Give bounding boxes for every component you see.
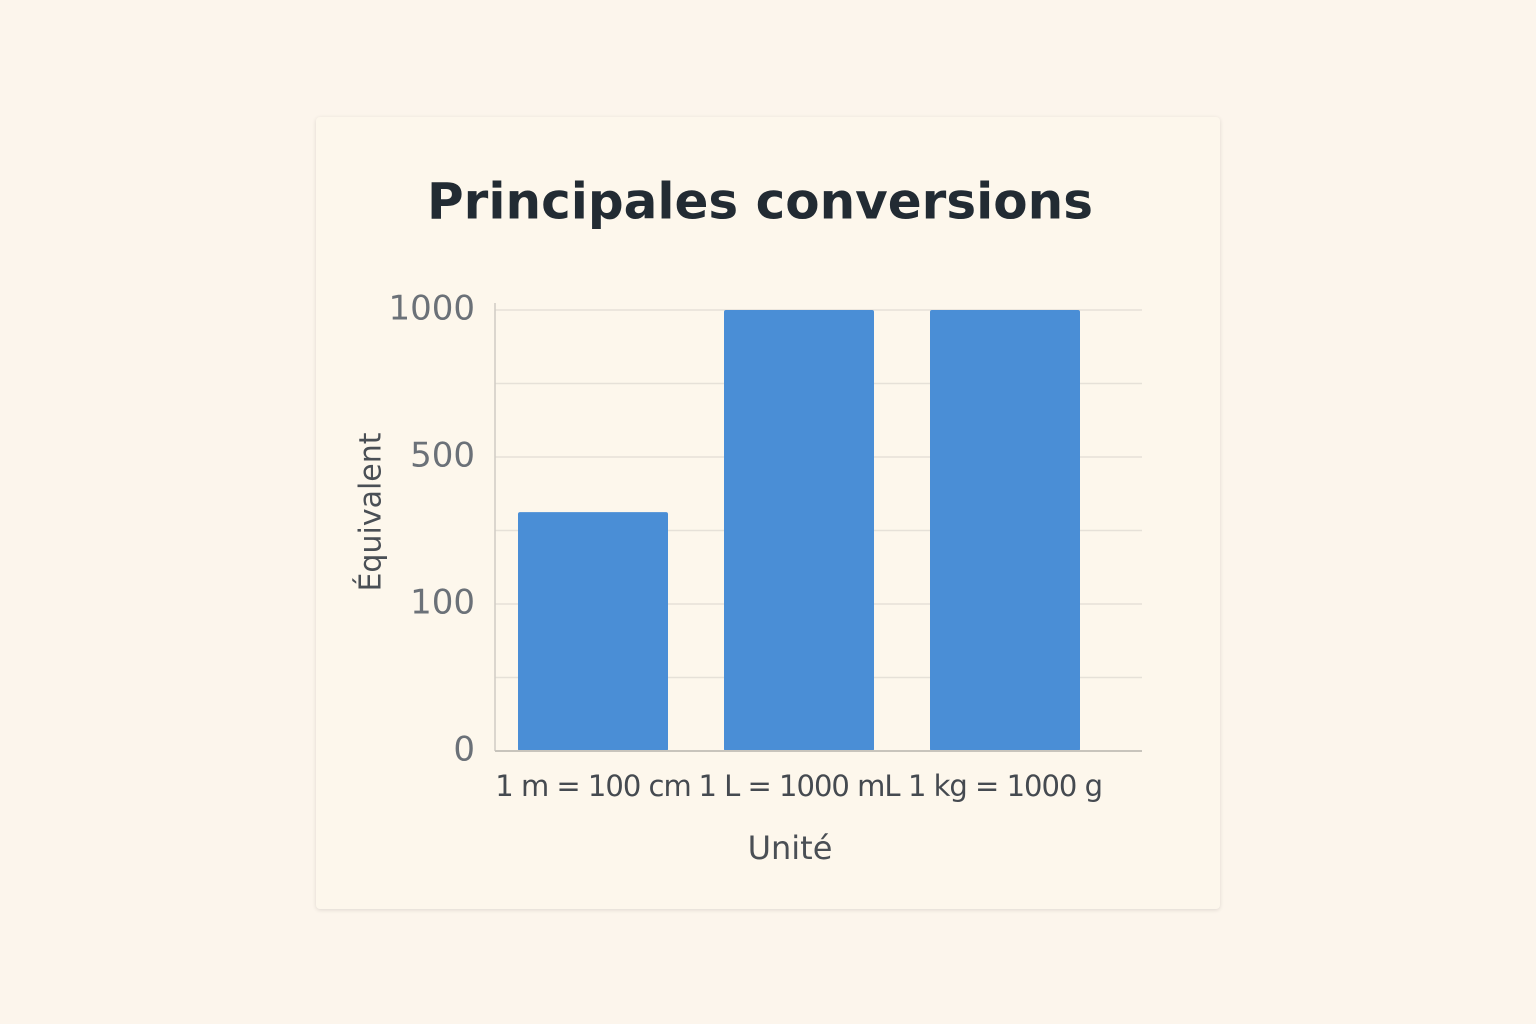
y-tick-label: 100	[410, 583, 475, 623]
bar	[930, 310, 1080, 751]
x-tick-label: 1 m = 100 cm	[495, 769, 690, 803]
y-tick-label: 500	[410, 436, 475, 476]
x-tick-label: 1 kg = 1000 g	[908, 769, 1102, 803]
y-tick-label: 0	[453, 730, 475, 770]
x-tick-label: 1 L = 1000 mL	[699, 769, 901, 803]
y-tick-label: 1000	[388, 289, 475, 329]
y-axis-label: Équivalent	[353, 432, 389, 591]
bar	[724, 310, 874, 751]
x-axis-label: Unité	[748, 829, 833, 867]
chart-title: Principales conversions	[427, 173, 1093, 231]
bar	[518, 512, 668, 751]
